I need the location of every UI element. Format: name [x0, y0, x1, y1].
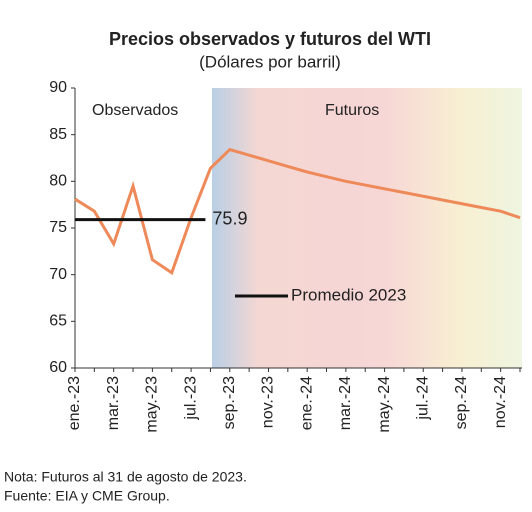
x-tick-label: mar.-24 — [337, 376, 354, 430]
y-tick-label: 90 — [49, 79, 67, 96]
x-tick-label: mar.-23 — [105, 376, 122, 430]
note: Nota: Futuros al 31 de agosto de 2023. — [4, 469, 247, 485]
x-tick-label: ene.-24 — [298, 376, 315, 430]
futures-band — [212, 88, 522, 368]
line-series — [74, 147, 521, 276]
average-label: 75.9 — [212, 208, 247, 228]
chart-title: Precios observados y futuros del WTI — [109, 29, 431, 49]
x-tick-label: ene.-23 — [66, 376, 83, 430]
x-tick-label: jul.-23 — [182, 376, 199, 421]
x-tick-label: nov.-23 — [260, 376, 277, 428]
x-tick-label: may.-23 — [144, 376, 161, 433]
x-tick-label: sep.-24 — [453, 376, 470, 429]
annotation: Observados — [92, 102, 178, 119]
x-tick-label: jul.-24 — [414, 376, 431, 421]
y-tick-label: 60 — [49, 359, 67, 376]
y-tick-label: 85 — [49, 126, 67, 143]
x-tick-label: sep.-23 — [221, 376, 238, 429]
legend-label: Promedio 2023 — [291, 285, 406, 304]
note: Fuente: EIA y CME Group. — [4, 488, 170, 504]
chart-subtitle: (Dólares por barril) — [199, 52, 341, 71]
y-tick-label: 70 — [49, 266, 67, 283]
y-tick-label: 75 — [49, 219, 67, 236]
x-tick-label: may.-24 — [376, 376, 393, 433]
x-tick-label: nov.-24 — [492, 376, 509, 428]
annotation: Futuros — [325, 102, 379, 119]
y-tick-label: 80 — [49, 173, 67, 190]
y-tick-label: 65 — [49, 313, 67, 330]
